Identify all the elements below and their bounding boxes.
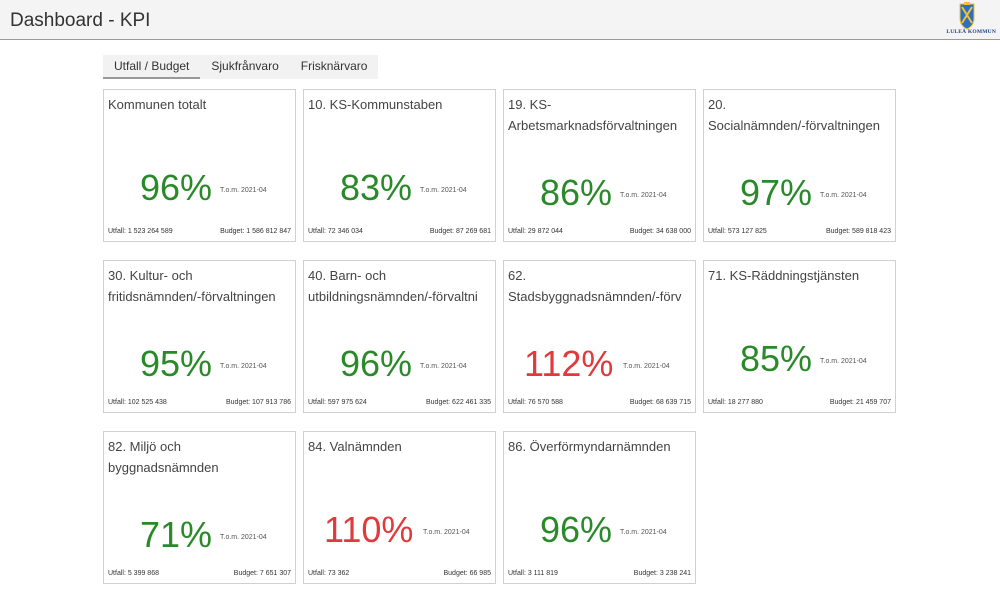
- kpi-percent: 97%: [740, 172, 813, 213]
- utfall-value: Utfall: 72 346 034: [308, 228, 363, 235]
- budget-value: Budget: 3 238 241: [633, 570, 691, 577]
- kpi-percent: 96%: [140, 167, 213, 208]
- card-title-line: fritidsnämnden/-förvaltningen: [108, 289, 276, 304]
- kpi-card[interactable]: 10. KS-Kommunstaben 83% T.o.m. 2021-04 Utfa…: [303, 89, 496, 242]
- card-title: 19. KS- Arbetsmarknadsförvaltningen: [508, 94, 691, 136]
- lulea-kommun-logo: [938, 2, 996, 38]
- card-title-line: Socialnämnden/-förvaltningen: [708, 118, 880, 133]
- budget-value: Budget: 7 651 307: [233, 570, 291, 577]
- kpi-percent: 112%: [524, 343, 614, 384]
- card-title: Kommunen totalt: [108, 94, 291, 115]
- card-title-line: 82. Miljö och: [108, 439, 181, 454]
- card-title: 10. KS-Kommunstaben: [308, 94, 491, 115]
- budget-value: Budget: 68 639 715: [629, 399, 691, 406]
- utfall-value: Utfall: 3 111 819: [508, 570, 558, 577]
- utfall-value: Utfall: 597 975 624: [308, 399, 367, 406]
- kpi-date: T.o.m. 2021-04: [623, 363, 670, 370]
- kpi-date: T.o.m. 2021-04: [220, 363, 267, 370]
- coat-of-arms-icon: [959, 2, 975, 30]
- utfall-value: Utfall: 1 523 264 589: [108, 228, 173, 235]
- card-title-line: Kommunen totalt: [108, 97, 207, 112]
- utfall-value: Utfall: 29 872 044: [508, 228, 563, 235]
- kpi-date: T.o.m. 2021-04: [620, 192, 667, 199]
- card-title-line: Stadsbyggnadsnämnden/-förv: [508, 289, 682, 304]
- tab-sjukfranvaro[interactable]: Sjukfrånvaro: [211, 59, 279, 73]
- card-title-line: 20.: [708, 97, 727, 112]
- kpi-percent: 110%: [324, 509, 414, 550]
- budget-value: Budget: 107 913 786: [225, 399, 291, 406]
- budget-value: Budget: 87 269 681: [429, 228, 491, 235]
- kpi-card[interactable]: 71. KS-Räddningstjänsten 85% T.o.m. 2021-0…: [703, 260, 896, 413]
- kpi-date: T.o.m. 2021-04: [620, 529, 667, 536]
- header-bar: Dashboard - KPI LULEÅ KOMMUN: [0, 0, 1000, 40]
- kpi-card[interactable]: 30. Kultur- och fritidsnämnden/-förvaltni…: [103, 260, 296, 413]
- page-title: Dashboard - KPI: [10, 10, 151, 31]
- kpi-date: T.o.m. 2021-04: [423, 529, 470, 536]
- card-title: 62. Stadsbyggnadsnämnden/-förv: [508, 265, 691, 307]
- kpi-date: T.o.m. 2021-04: [420, 187, 467, 194]
- kpi-percent: 96%: [540, 509, 613, 550]
- tab-utfall-budget[interactable]: Utfall / Budget: [103, 55, 201, 79]
- utfall-value: Utfall: 73 362: [308, 570, 350, 577]
- kpi-card[interactable]: 19. KS- Arbetsmarknadsförvaltningen 86% T.o…: [503, 89, 696, 242]
- kpi-date: T.o.m. 2021-04: [220, 534, 267, 541]
- kpi-card[interactable]: 20. Socialnämnden/-förvaltningen 97% T.o.m.…: [703, 89, 896, 242]
- utfall-value: Utfall: 18 277 880: [708, 399, 763, 406]
- card-title-line: byggnadsnämnden: [108, 460, 219, 475]
- kpi-date: T.o.m. 2021-04: [420, 363, 467, 370]
- kpi-card[interactable]: 40. Barn- och utbildningsnämnden/-förvalt…: [303, 260, 496, 413]
- card-title-line: 19. KS-: [508, 97, 552, 112]
- kpi-card[interactable]: 84. Valnämnden 110% T.o.m. 2021-04 Utfall: …: [303, 431, 496, 584]
- kpi-card[interactable]: 82. Miljö och byggnadsnämnden 71% T.o.m. 20…: [103, 431, 296, 584]
- card-title: 86. Överförmyndarnämnden: [508, 436, 691, 457]
- kpi-percent: 96%: [340, 343, 413, 384]
- card-title-line: 86. Överförmyndarnämnden: [508, 439, 671, 454]
- budget-value: Budget: 66 985: [443, 570, 492, 577]
- utfall-value: Utfall: 102 525 438: [108, 399, 167, 406]
- logo-text: LULEÅ KOMMUN: [946, 29, 996, 35]
- kpi-percent: 86%: [540, 172, 613, 213]
- card-title: 40. Barn- och utbildningsnämnden/-förvalt…: [308, 265, 491, 307]
- card-title-line: 30. Kultur- och: [108, 268, 193, 283]
- card-title-line: 10. KS-Kommunstaben: [308, 97, 443, 112]
- card-title-line: 62.: [508, 268, 527, 283]
- card-title: 71. KS-Räddningstjänsten: [708, 265, 891, 286]
- kpi-date: T.o.m. 2021-04: [820, 358, 867, 365]
- kpi-percent: 71%: [140, 514, 213, 555]
- budget-value: Budget: 21 459 707: [829, 399, 891, 406]
- kpi-date: T.o.m. 2021-04: [220, 187, 267, 194]
- budget-value: Budget: 622 461 335: [425, 399, 491, 406]
- card-title: 30. Kultur- och fritidsnämnden/-förvaltni…: [108, 265, 291, 307]
- kpi-percent: 85%: [740, 338, 813, 379]
- card-title-line: 84. Valnämnden: [308, 439, 402, 454]
- utfall-value: Utfall: 76 570 588: [508, 399, 563, 406]
- budget-value: Budget: 589 818 423: [825, 228, 891, 235]
- utfall-value: Utfall: 573 127 825: [708, 228, 767, 235]
- kpi-date: T.o.m. 2021-04: [820, 192, 867, 199]
- card-title: 84. Valnämnden: [308, 436, 491, 457]
- budget-value: Budget: 1 586 812 847: [220, 228, 291, 235]
- card-title: 82. Miljö och byggnadsnämnden: [108, 436, 291, 478]
- card-title-line: utbildningsnämnden/-förvaltni: [308, 289, 478, 304]
- kpi-percent: 95%: [140, 343, 213, 384]
- budget-value: Budget: 34 638 000: [629, 228, 691, 235]
- tab-bar: Utfall / Budget Sjukfrånvaro Frisknärvar…: [103, 55, 379, 79]
- utfall-value: Utfall: 5 399 868: [108, 570, 159, 577]
- card-title-line: Arbetsmarknadsförvaltningen: [508, 118, 678, 133]
- kpi-card[interactable]: 62. Stadsbyggnadsnämnden/-förv 112% T.o.m. …: [503, 260, 696, 413]
- card-title-line: 71. KS-Räddningstjänsten: [708, 268, 860, 283]
- card-title-line: 40. Barn- och: [308, 268, 387, 283]
- kpi-percent: 83%: [340, 167, 413, 208]
- kpi-card[interactable]: Kommunen totalt 96% T.o.m. 2021-04 Utfall: …: [103, 89, 296, 242]
- kpi-card[interactable]: 86. Överförmyndarnämnden 96% T.o.m. 2021-0…: [503, 431, 696, 584]
- tab-frisknarvaro[interactable]: Frisknärvaro: [300, 59, 368, 73]
- card-title: 20. Socialnämnden/-förvaltningen: [708, 94, 891, 136]
